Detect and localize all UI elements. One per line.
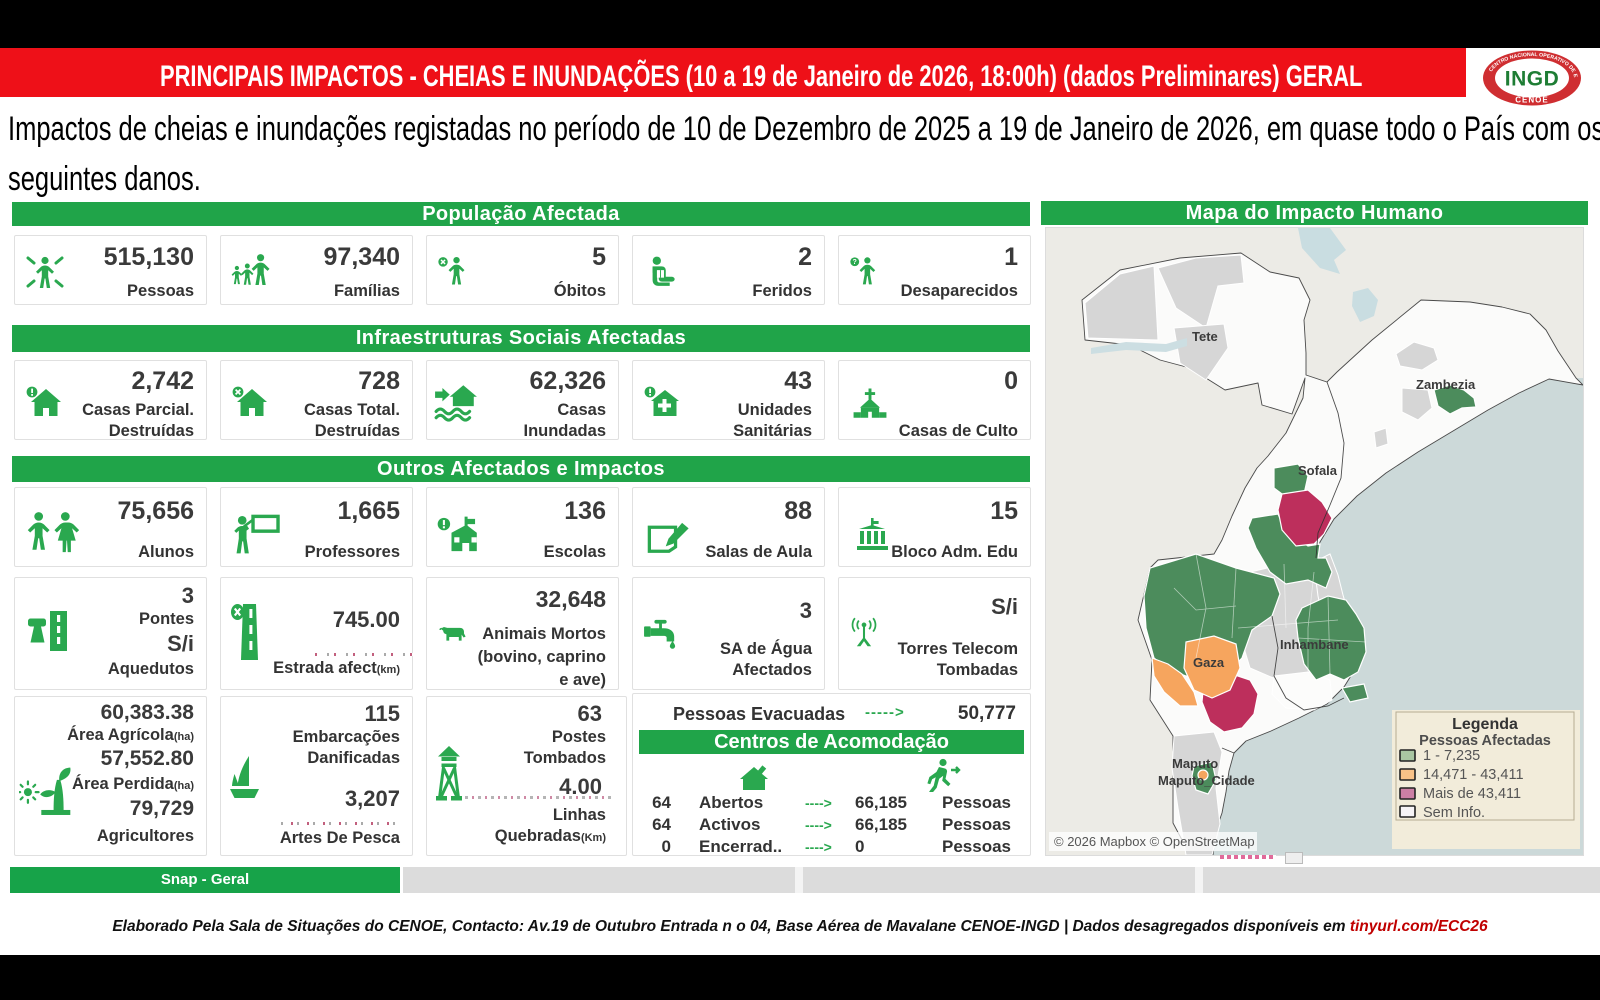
svg-text:Tete: Tete <box>1192 329 1218 344</box>
svg-text:Inhambane: Inhambane <box>1280 637 1349 652</box>
svg-text:Zambezia: Zambezia <box>1416 377 1476 392</box>
svg-text:Sofala: Sofala <box>1298 463 1338 478</box>
svg-text:Mais de 43,411: Mais de 43,411 <box>1423 786 1521 802</box>
svg-text:Sem Info.: Sem Info. <box>1423 805 1485 821</box>
svg-text:CENOE: CENOE <box>1515 96 1548 105</box>
svg-text:Maputo: Maputo <box>1172 756 1218 771</box>
svg-text:INGD: INGD <box>1505 68 1560 91</box>
svg-text:Maputo_Cidade: Maputo_Cidade <box>1158 773 1255 788</box>
svg-text:1 - 7,235: 1 - 7,235 <box>1423 748 1480 764</box>
svg-text:© 2026 Mapbox © OpenStreetMap: © 2026 Mapbox © OpenStreetMap <box>1054 834 1255 849</box>
svg-text:Legenda: Legenda <box>1452 716 1518 733</box>
svg-text:Gaza: Gaza <box>1193 655 1225 670</box>
svg-text:Pessoas Afectadas: Pessoas Afectadas <box>1419 733 1551 749</box>
svg-text:14,471 - 43,411: 14,471 - 43,411 <box>1423 767 1524 783</box>
